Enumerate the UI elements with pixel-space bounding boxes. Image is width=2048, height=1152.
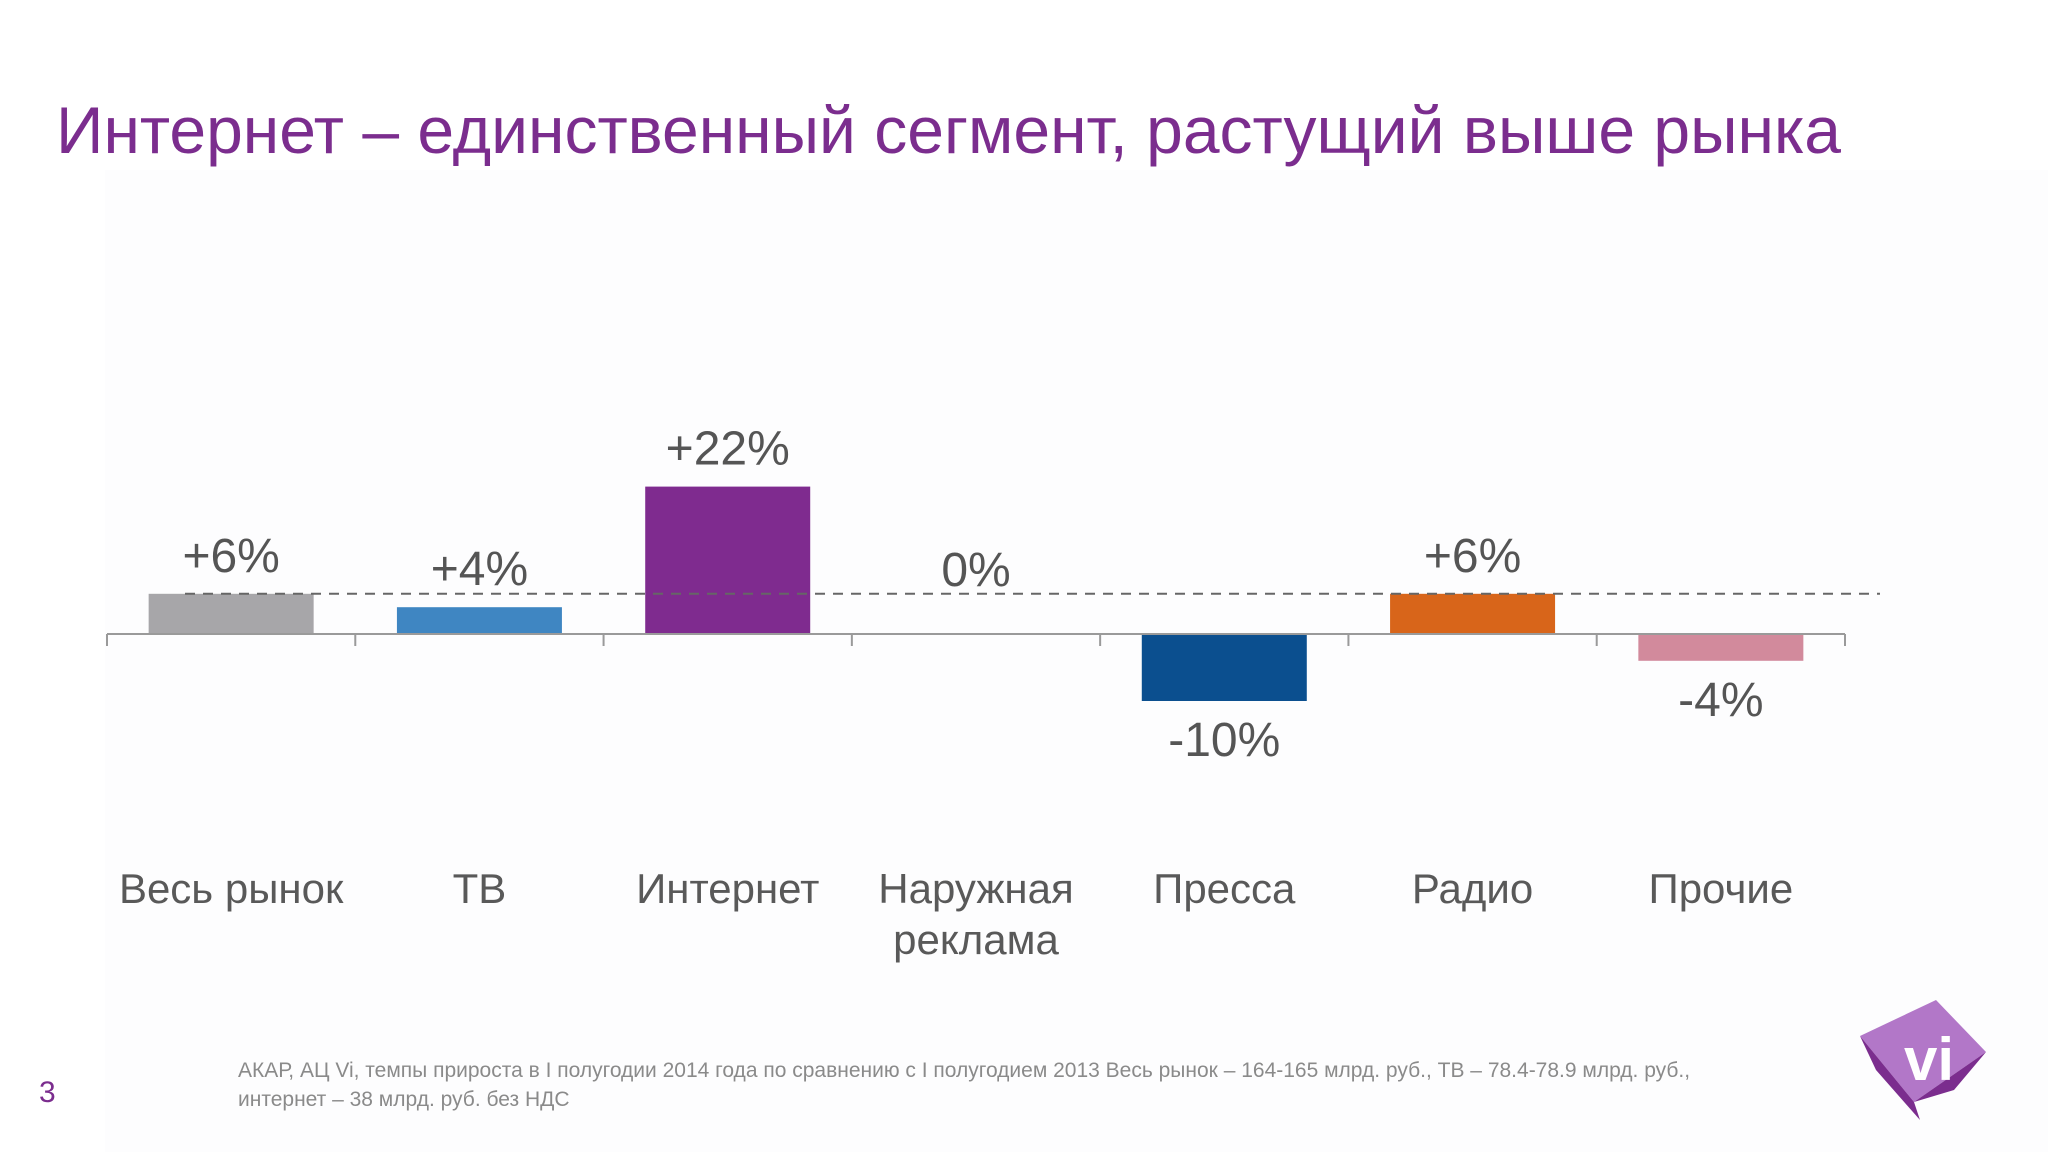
data-label: 0%: [941, 544, 1010, 597]
bar: [148, 593, 314, 634]
slide-background: [105, 170, 2048, 1152]
x-axis: [106, 633, 1846, 646]
category-label: Наружная реклама: [878, 865, 1073, 963]
category-label: Интернет: [636, 865, 819, 912]
category-label: Весь рынок: [119, 865, 344, 912]
bar: [396, 607, 562, 634]
logo-text: vi: [1904, 1026, 1954, 1093]
bar: [1390, 593, 1556, 634]
category-label: Пресса: [1153, 865, 1296, 912]
category-label: Радио: [1412, 865, 1533, 912]
footnote: АКАР, АЦ Vi, темпы прироста в I полугоди…: [238, 1059, 1691, 1111]
slide-title: Интернет – единственный сегмент, растущи…: [56, 93, 1841, 167]
bar: [1141, 634, 1307, 701]
data-label: +4%: [431, 543, 528, 596]
chart-bars: [148, 486, 1804, 701]
bar: [1638, 634, 1804, 661]
data-label: +6%: [182, 530, 279, 583]
category-labels: Весь рынок ТВ Интернет Наружная реклама Пресс…: [119, 865, 1793, 963]
bar-chart: +6% +4% +22% 0% -10% +6% -4% Весь рынок ТВ Интер…: [106, 423, 1880, 963]
data-label: -10%: [1168, 714, 1280, 767]
category-label: ТВ: [453, 865, 507, 912]
vi-logo: vi: [1860, 1000, 1986, 1120]
data-label: +22%: [666, 423, 790, 476]
category-label: Прочие: [1649, 865, 1794, 912]
page-number: 3: [39, 1076, 56, 1109]
data-label: -4%: [1678, 674, 1763, 727]
data-label: +6%: [1424, 530, 1521, 583]
data-labels: +6% +4% +22% 0% -10% +6% -4%: [182, 423, 1763, 767]
bar: [645, 486, 811, 634]
